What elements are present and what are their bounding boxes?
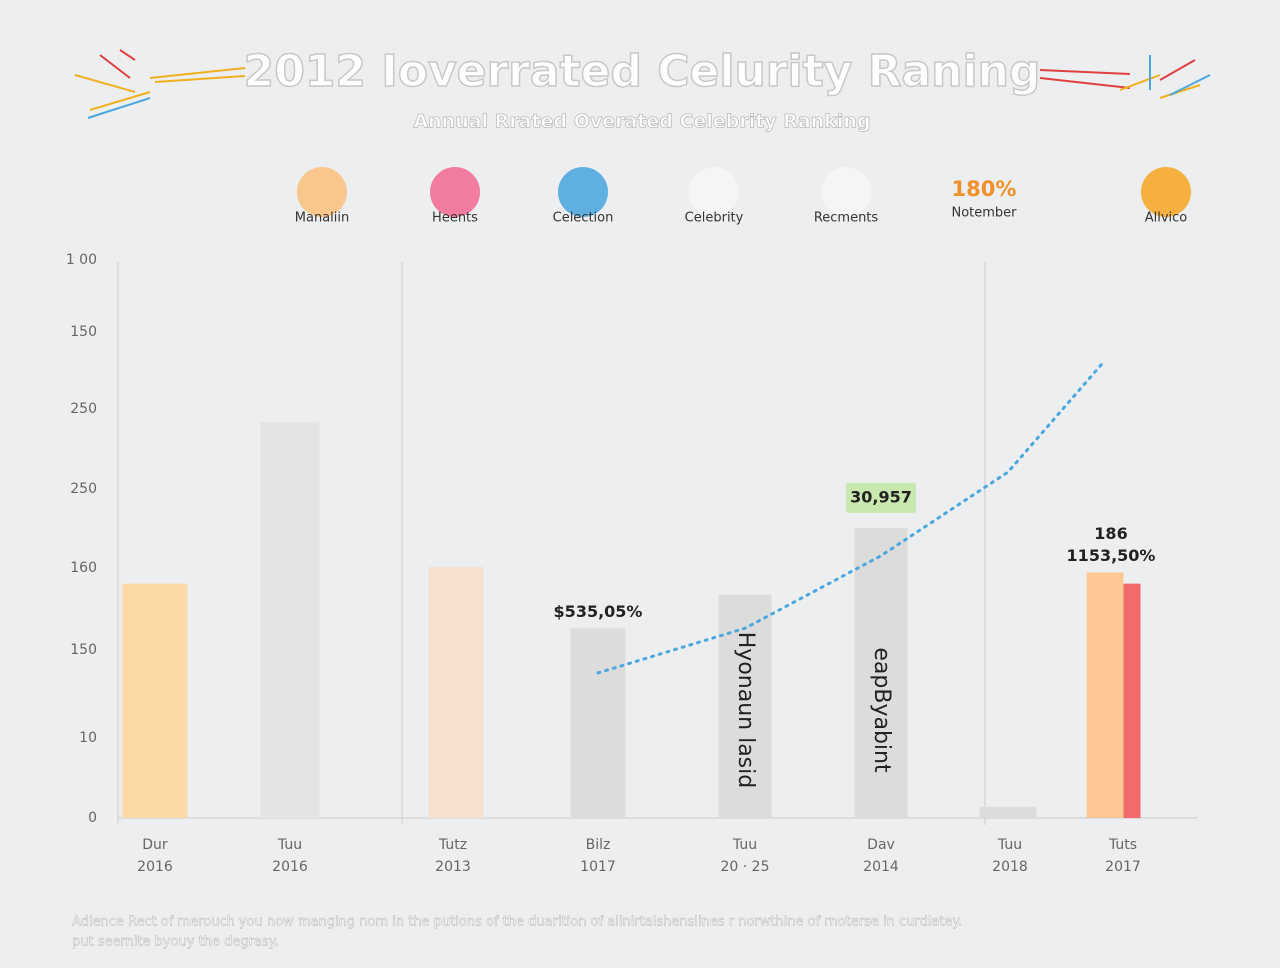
bar xyxy=(979,806,1037,818)
x-tick-label: Bilz xyxy=(586,837,611,853)
legend-icon xyxy=(430,167,480,217)
legend-label: Manaliin xyxy=(295,211,349,226)
legend-label: Allvico xyxy=(1145,211,1188,226)
bar xyxy=(1086,572,1124,818)
y-tick-label: 250 xyxy=(70,481,97,497)
legend-label: Celection xyxy=(553,211,614,226)
y-tick-label: 150 xyxy=(70,324,97,340)
bar xyxy=(1123,583,1141,818)
x-tick-label: Tuu xyxy=(997,837,1022,853)
bar xyxy=(718,594,772,818)
y-tick-label: 150 xyxy=(70,642,97,658)
annotation: $535,05% xyxy=(554,602,643,621)
y-tick-label: 250 xyxy=(70,401,97,417)
x-tick-label: 1017 xyxy=(580,859,616,875)
decoration xyxy=(74,49,1211,119)
footer: put seernite byouy the degrasy. xyxy=(72,935,279,950)
x-tick-label: Dav xyxy=(867,837,895,853)
bar xyxy=(570,628,626,818)
annotation: 30,957 xyxy=(850,487,912,506)
x-tick-label: Tuu xyxy=(277,837,302,853)
bar-text: Hyonaun lasid xyxy=(733,632,758,788)
bar-text: eapByabint xyxy=(869,647,894,773)
y-tick-label: 160 xyxy=(70,560,97,576)
x-tick-label: Tuu xyxy=(732,837,757,853)
annotation: 1153,50% xyxy=(1067,546,1156,565)
legend-icon xyxy=(689,167,739,217)
legend-icon xyxy=(821,167,871,217)
x-tick-label: Tuts xyxy=(1108,837,1137,853)
bar xyxy=(122,583,188,818)
footer: Adience Rect of merouch you now manging … xyxy=(72,915,962,930)
x-tick-label: 2017 xyxy=(1105,859,1141,875)
chart-title: 2012 Ioverrated Celurity Raning xyxy=(244,46,1041,97)
x-tick-label: Dur xyxy=(142,837,168,853)
annotation-box xyxy=(846,482,916,513)
x-tick-label: 2014 xyxy=(863,859,899,875)
highlight-value: 180% xyxy=(952,177,1017,201)
highlight-label: Notember xyxy=(951,206,1017,221)
x-tick-label: 2016 xyxy=(137,859,173,875)
x-tick-label: 2016 xyxy=(272,859,308,875)
y-tick-label: 10 xyxy=(79,730,97,746)
x-tick-label: 20 · 25 xyxy=(721,859,770,875)
y-tick-label: 1 00 xyxy=(66,252,97,268)
x-tick-label: Tutz xyxy=(438,837,467,853)
trend-line xyxy=(596,358,1107,675)
bar xyxy=(428,566,484,818)
x-tick-label: 2018 xyxy=(992,859,1028,875)
y-tick-label: 0 xyxy=(88,810,97,826)
legend-label: Celebrity xyxy=(685,211,744,226)
annotation: 186 xyxy=(1094,524,1127,543)
legend-label: Recments xyxy=(814,211,879,226)
chart-subtitle: Annual Rrated Overated Celebrity Ranking xyxy=(413,111,870,133)
legend-icon xyxy=(558,167,608,217)
legend-icon xyxy=(1141,167,1191,217)
x-tick-label: 2013 xyxy=(435,859,471,875)
bar xyxy=(854,527,908,818)
legend-icon xyxy=(297,167,347,217)
legend-label: Heents xyxy=(432,211,478,226)
bar xyxy=(260,421,320,818)
